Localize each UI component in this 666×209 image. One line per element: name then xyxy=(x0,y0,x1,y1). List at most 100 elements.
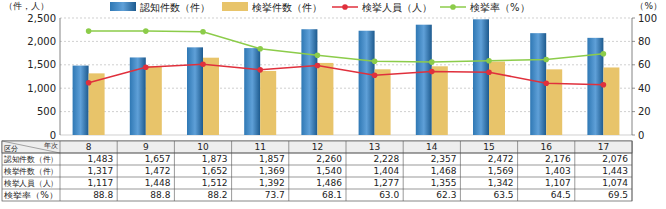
table-value: 1,317 xyxy=(87,166,113,176)
tick-label: 1,000 xyxy=(27,83,56,94)
table-value: 2,228 xyxy=(373,154,399,164)
grid-line xyxy=(60,18,632,19)
bar xyxy=(603,67,619,135)
tick-label: 40 xyxy=(638,83,651,94)
bar xyxy=(244,48,260,135)
table-rule xyxy=(60,141,61,201)
table-value: 62.3 xyxy=(436,190,456,200)
table-value: 1,512 xyxy=(202,178,228,188)
legend-label: 検挙人員（人） xyxy=(362,2,432,13)
row-label: 認知件数（件） xyxy=(4,155,58,164)
table-header: 年次 xyxy=(44,142,58,150)
marker xyxy=(315,53,321,59)
category-label: 10 xyxy=(197,142,209,152)
tick-label: 60 xyxy=(638,59,651,70)
table-value: 63.0 xyxy=(379,190,399,200)
bar xyxy=(73,66,89,135)
plot-marks xyxy=(73,19,620,135)
line xyxy=(89,31,604,62)
table-value: 1,657 xyxy=(145,154,171,164)
table-value: 2,260 xyxy=(316,154,342,164)
table-value: 1,392 xyxy=(259,178,285,188)
table-rule xyxy=(117,141,118,201)
tick-mark xyxy=(632,88,635,89)
marker xyxy=(486,58,492,64)
table-rule xyxy=(346,141,347,201)
table-rule xyxy=(231,141,232,201)
legend-label: 認知件数（件） xyxy=(140,2,210,13)
table-rule xyxy=(517,141,518,201)
marker xyxy=(543,80,549,86)
tick-label: 20 xyxy=(638,106,651,117)
table-value: 2,076 xyxy=(602,154,628,164)
axis-label: （件，人） xyxy=(4,1,49,11)
bar xyxy=(260,71,276,135)
line xyxy=(89,64,604,84)
marker xyxy=(86,80,92,86)
category-label: 17 xyxy=(598,142,609,152)
table-value: 1,486 xyxy=(316,178,342,188)
table-rule xyxy=(174,141,175,201)
marker xyxy=(143,28,149,34)
chart: 05001,0001,5002,0002,500020406080100（件，人… xyxy=(0,0,666,209)
axis-label: （%） xyxy=(635,1,662,11)
axis-line xyxy=(632,18,633,135)
tick-mark xyxy=(632,41,635,42)
table-value: 1,117 xyxy=(87,178,113,188)
tick-label: 500 xyxy=(37,106,56,117)
table-value: 2,472 xyxy=(488,154,514,164)
table-rule xyxy=(574,141,575,201)
table-value: 88.8 xyxy=(93,190,113,200)
marker xyxy=(86,28,92,34)
table-value: 1,448 xyxy=(145,178,171,188)
marker xyxy=(200,61,206,67)
table-rule xyxy=(403,141,404,201)
table-value: 68.1 xyxy=(322,190,342,200)
legend-swatch xyxy=(342,4,348,10)
marker xyxy=(315,63,321,69)
bar xyxy=(416,25,432,135)
bar xyxy=(359,31,375,135)
tick-mark xyxy=(632,64,635,65)
table-value: 1,277 xyxy=(373,178,399,188)
row-label: 検挙件数（件） xyxy=(4,167,58,176)
tick-label: 80 xyxy=(638,36,651,47)
table-value: 88.2 xyxy=(208,190,228,200)
category-label: 14 xyxy=(426,142,438,152)
table-value: 1,472 xyxy=(145,166,171,176)
category-label: 15 xyxy=(483,142,494,152)
category-label: 9 xyxy=(143,142,149,152)
marker xyxy=(543,57,549,63)
marker xyxy=(257,46,263,52)
table-rule xyxy=(288,141,289,201)
table-value: 1,569 xyxy=(488,166,514,176)
marker xyxy=(429,69,435,75)
tick-label: 0 xyxy=(50,130,56,141)
tick-mark xyxy=(632,18,635,19)
table-value: 73.7 xyxy=(265,190,285,200)
table-value: 1,443 xyxy=(602,166,628,176)
table-value: 2,176 xyxy=(545,154,571,164)
marker xyxy=(257,67,263,73)
bar xyxy=(432,66,448,135)
table-value: 1,857 xyxy=(259,154,285,164)
data-table: 区分年次891011121314151617認知件数（件）1,4831,6571… xyxy=(2,141,632,201)
tick-label: 2,000 xyxy=(27,36,56,47)
table-value: 1,355 xyxy=(431,178,457,188)
table-value: 1,403 xyxy=(545,166,571,176)
category-label: 13 xyxy=(369,142,380,152)
legend-swatch xyxy=(110,2,136,11)
table-value: 1,540 xyxy=(316,166,342,176)
tick-label: 1,500 xyxy=(27,59,56,70)
table-value: 2,357 xyxy=(431,154,457,164)
marker xyxy=(601,82,607,88)
legend-swatch xyxy=(450,4,456,10)
table-value: 1,342 xyxy=(488,178,514,188)
table-value: 1,873 xyxy=(202,154,228,164)
table-header-bg xyxy=(2,141,632,153)
table-value: 1,404 xyxy=(373,166,399,176)
table-value: 1,468 xyxy=(431,166,457,176)
marker xyxy=(143,64,149,70)
bar xyxy=(546,69,562,135)
table-value: 1,369 xyxy=(259,166,285,176)
